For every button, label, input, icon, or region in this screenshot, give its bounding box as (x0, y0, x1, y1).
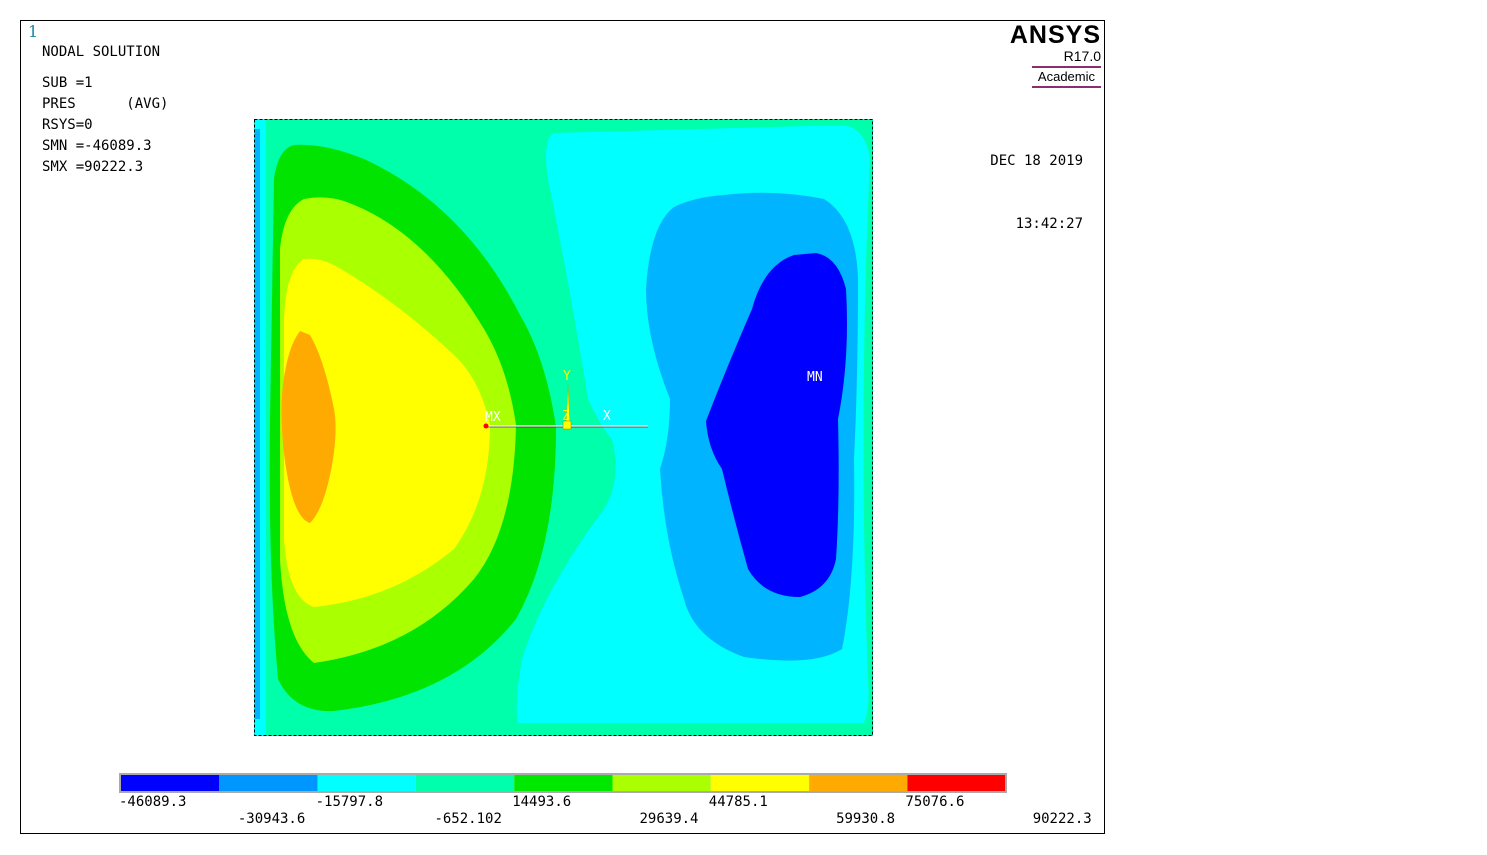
legend-swatch-0 (121, 775, 219, 791)
legend-swatch-2 (318, 775, 416, 791)
legend-swatch-7 (809, 775, 907, 791)
graphics-window: 1 NODAL SOLUTION SUB =1 PRES (AVG) RSYS=… (20, 20, 1105, 834)
legend-swatch-3 (416, 775, 514, 791)
legend-color-bar (119, 773, 1007, 793)
legend-swatch-1 (219, 775, 317, 791)
contour-plot: Y Z X MX MN (254, 119, 873, 736)
legend-swatch-8 (907, 775, 1005, 791)
legend-swatch-4 (514, 775, 612, 791)
legend-bottom-label: 29639.4 (639, 811, 698, 827)
legend-top-label: 75076.6 (905, 794, 964, 810)
legend-top-label: 44785.1 (709, 794, 768, 810)
triad-z-label: Z (562, 409, 570, 424)
legend-bottom-label: 90222.3 (1033, 811, 1092, 827)
info-rsys: RSYS=0 (42, 117, 93, 133)
ansys-logo: ANSYS R17.0 Academic (1010, 22, 1101, 88)
logo-title: ANSYS (1010, 22, 1101, 48)
info-substep: SUB =1 (42, 75, 93, 91)
legend-swatch-5 (613, 775, 711, 791)
legend-top-label: -46089.3 (119, 794, 186, 810)
logo-edition: Academic (1032, 66, 1101, 88)
timestamp-date: DEC 18 2019 (990, 151, 1083, 172)
legend-top-label: 14493.6 (512, 794, 571, 810)
info-smn: SMN =-46089.3 (42, 138, 152, 154)
contour-band-edge-blue (255, 129, 260, 719)
max-label: MX (485, 410, 501, 425)
timestamp: DEC 18 2019 13:42:27 (990, 109, 1083, 277)
logo-release: R17.0 (1010, 48, 1101, 64)
triad-y-label: Y (563, 369, 571, 384)
contour-legend (119, 773, 1007, 793)
info-item: PRES (AVG) (42, 96, 168, 112)
info-smx: SMX =90222.3 (42, 159, 143, 175)
timestamp-time: 13:42:27 (990, 214, 1083, 235)
info-title: NODAL SOLUTION (42, 44, 160, 60)
legend-top-label: -15797.8 (316, 794, 383, 810)
window-number: 1 (28, 22, 38, 41)
legend-bottom-label: -652.102 (434, 811, 501, 827)
triad-x-label: X (603, 409, 611, 424)
legend-bottom-label: 59930.8 (836, 811, 895, 827)
legend-bottom-label: -30943.6 (238, 811, 305, 827)
legend-swatch-6 (711, 775, 809, 791)
min-label: MN (807, 370, 823, 385)
